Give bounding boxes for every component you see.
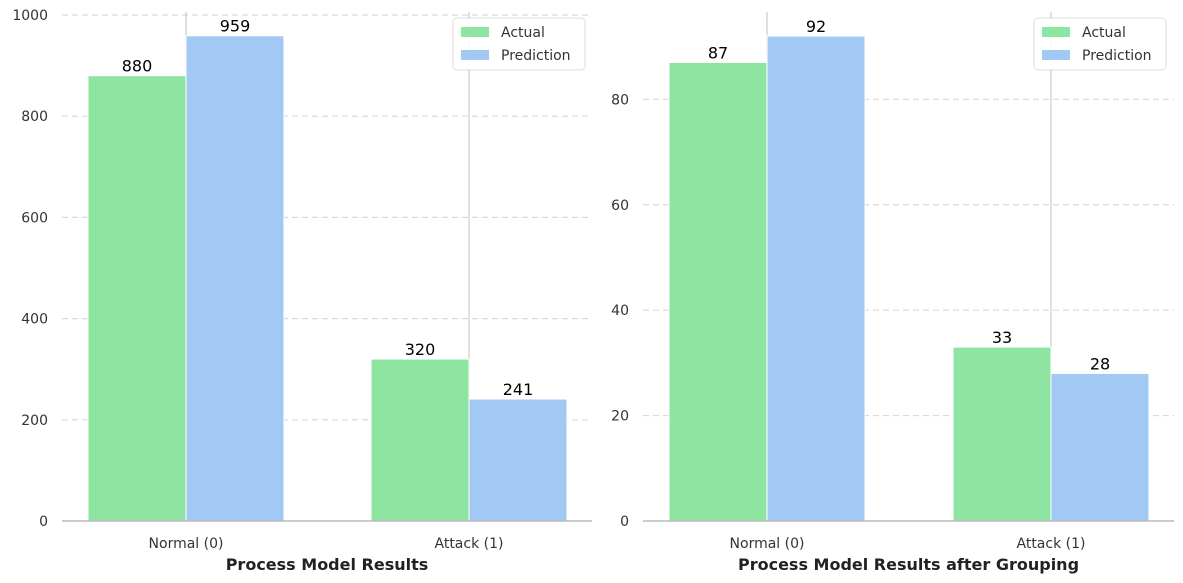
legend-swatch-prediction [1042,50,1070,60]
legend-swatch-actual [461,27,489,37]
y-tick-label: 400 [21,312,48,328]
bar-actual-attack-1 [370,358,470,522]
x-tick-label: Attack (1) [1017,536,1086,552]
legend-label-actual: Actual [501,25,545,41]
x-axis-title: Process Model Results after Grouping [738,555,1079,574]
bar-prediction-normal-0 [185,35,285,522]
data-label-actual-attack-1: 320 [405,340,436,359]
data-label-prediction-normal-0: 959 [220,17,251,36]
x-tick-label: Normal (0) [730,536,805,552]
y-tick-label: 20 [611,409,629,425]
y-tick-label: 200 [21,413,48,429]
bar-actual-normal-0 [87,75,187,522]
y-tick-label: 40 [611,303,629,319]
data-label-prediction-attack-1: 241 [503,380,534,399]
chart-process-model-results-after-grouping: 0 20 40 60 80 87 92 Normal (0) 33 28 Attack (1) Pro… [611,12,1174,574]
x-tick-label: Attack (1) [435,536,504,552]
y-tick-label: 60 [611,198,629,214]
legend-label-prediction: Prediction [1082,48,1152,64]
y-tick-label: 1000 [12,8,48,24]
data-label-actual-normal-0: 87 [708,43,728,62]
legend-label-actual: Actual [1082,25,1126,41]
legend-swatch-prediction [461,50,489,60]
data-label-actual-normal-0: 880 [122,57,153,76]
legend-swatch-actual [1042,27,1070,37]
bar-prediction-attack-1 [468,398,568,522]
data-label-actual-attack-1: 33 [992,328,1012,347]
y-tick-label: 600 [21,210,48,226]
x-axis-title: Process Model Results [226,555,429,574]
data-label-prediction-attack-1: 28 [1090,354,1110,373]
y-tick-label: 80 [611,92,629,108]
y-tick-label: 800 [21,109,48,125]
legend: Actual Prediction [452,17,586,71]
data-label-prediction-normal-0: 92 [806,17,826,36]
y-tick-label: 0 [39,514,48,530]
legend: Actual Prediction [1033,17,1167,71]
bar-actual-attack-1 [952,346,1052,522]
x-tick-label: Normal (0) [149,536,224,552]
chart-process-model-results: 0 200 400 600 800 1000 880 959 Normal (0) 320 241 A… [12,8,592,574]
bar-prediction-attack-1 [1050,372,1150,522]
y-tick-label: 0 [620,514,629,530]
bar-prediction-normal-0 [766,35,866,522]
bar-actual-normal-0 [668,61,768,522]
legend-label-prediction: Prediction [501,48,571,64]
